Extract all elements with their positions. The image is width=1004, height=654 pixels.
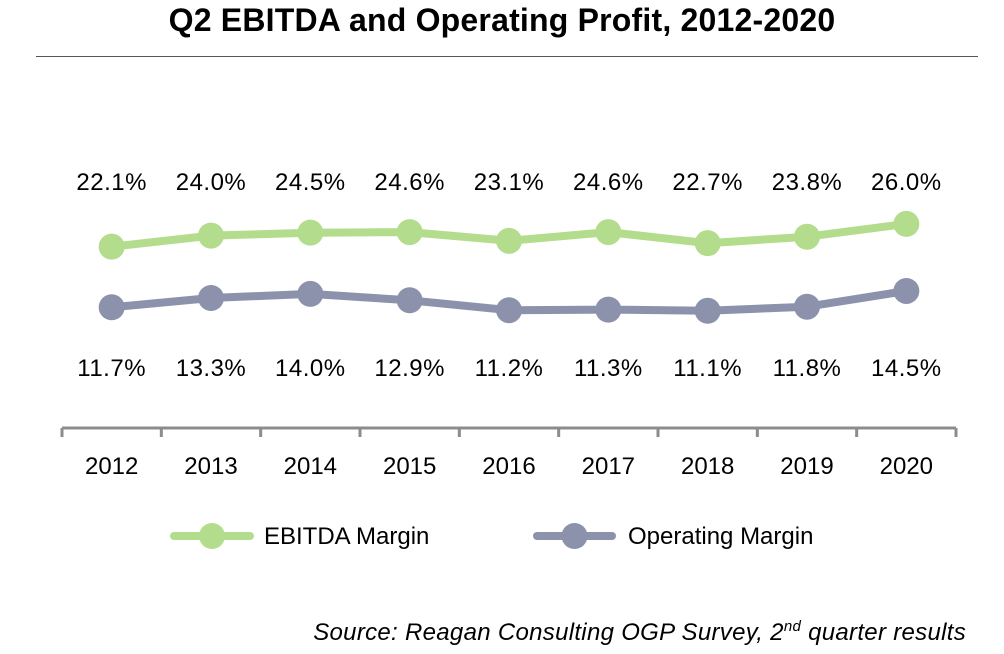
source-suffix: quarter results — [801, 619, 966, 646]
data-label: 14.5% — [871, 355, 942, 382]
data-point — [595, 219, 622, 246]
data-point — [794, 293, 820, 320]
data-point — [98, 294, 125, 321]
data-point — [694, 297, 721, 324]
data-point — [396, 287, 423, 314]
data-label: 22.7% — [672, 169, 743, 196]
data-label: 24.6% — [374, 169, 445, 196]
data-label: 12.9% — [374, 355, 445, 382]
x-tick-label: 2017 — [582, 453, 635, 480]
data-label: 14.0% — [275, 355, 346, 382]
legend-label: EBITDA Margin — [264, 523, 429, 550]
title-divider — [36, 56, 978, 57]
x-tick-label: 2018 — [681, 453, 734, 480]
data-point — [694, 230, 721, 257]
data-label: 23.1% — [474, 169, 545, 196]
x-tick-label: 2015 — [383, 453, 436, 480]
legend-label: Operating Margin — [628, 523, 813, 550]
data-point — [297, 219, 324, 246]
data-label: 24.6% — [573, 169, 644, 196]
data-label: 11.1% — [673, 355, 742, 382]
data-label: 23.8% — [772, 169, 843, 196]
data-point — [496, 297, 522, 324]
data-point — [595, 296, 622, 323]
data-label: 11.7% — [77, 355, 146, 382]
x-tick-label: 2019 — [780, 453, 833, 480]
data-point — [496, 227, 522, 254]
data-point — [297, 280, 324, 307]
data-point — [98, 233, 125, 260]
data-point — [893, 277, 920, 304]
data-point — [198, 284, 224, 311]
chart-title: Q2 EBITDA and Operating Profit, 2012-202… — [168, 2, 836, 38]
x-tick-label: 2013 — [184, 453, 237, 480]
data-point — [198, 222, 224, 249]
data-point — [893, 210, 920, 237]
x-tick-label: 2020 — [880, 453, 933, 480]
data-label: 11.8% — [773, 355, 842, 382]
x-tick-label: 2012 — [85, 453, 138, 480]
legend-swatch-marker — [199, 523, 225, 549]
data-point — [794, 223, 820, 250]
x-tick-label: 2014 — [284, 453, 337, 480]
x-tick-label: 2016 — [482, 453, 535, 480]
data-label: 26.0% — [871, 169, 942, 196]
data-label: 11.2% — [475, 355, 544, 382]
data-label: 24.5% — [275, 169, 346, 196]
legend-swatch-marker — [561, 523, 588, 549]
data-label: 22.1% — [76, 169, 147, 196]
source-superscript: nd — [783, 618, 802, 635]
data-label: 24.0% — [176, 169, 247, 196]
data-label: 11.3% — [574, 355, 643, 382]
source-prefix: Source: Reagan Consulting OGP Survey, 2 — [313, 619, 784, 646]
data-point — [396, 219, 423, 246]
data-label: 13.3% — [176, 355, 247, 382]
source-note: Source: Reagan Consulting OGP Survey, 2n… — [313, 618, 966, 647]
